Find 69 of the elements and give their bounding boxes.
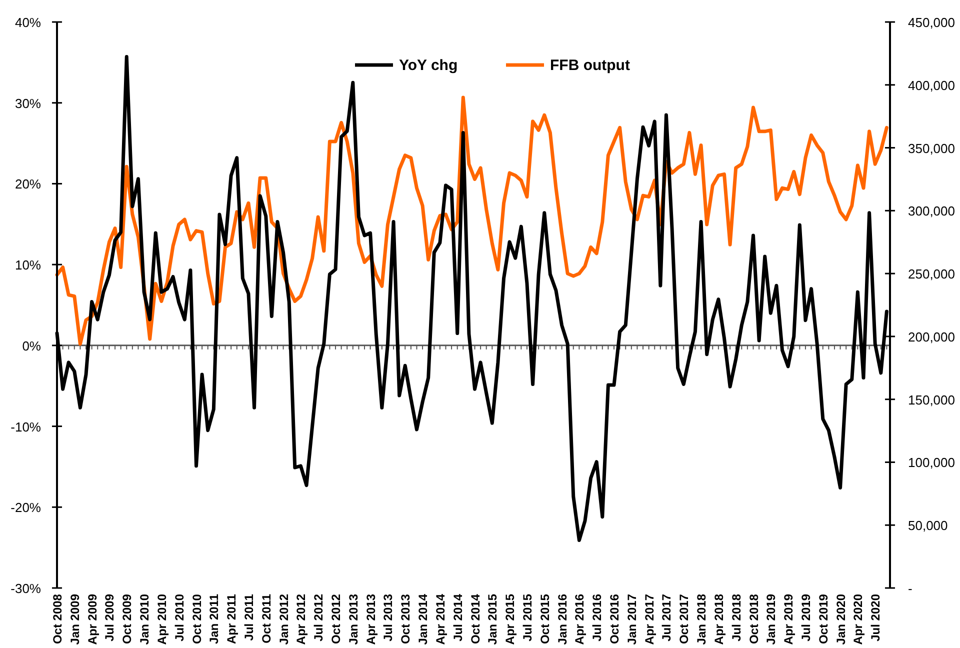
- x-tick-label: Apr 2015: [503, 594, 518, 645]
- x-tick-label: Jul 2018: [729, 594, 744, 642]
- x-tick-label: Oct 2014: [468, 594, 482, 644]
- y-tick-label: 20%: [14, 176, 42, 192]
- x-tick-label: Oct 2009: [120, 594, 134, 644]
- x-tick-label: Apr 2018: [712, 594, 726, 645]
- x-tick-label: Jul 2014: [450, 594, 465, 642]
- x-tick-label: Jan 2014: [416, 594, 430, 645]
- x-tick-label: Jan 2020: [834, 594, 848, 645]
- x-tick-label: Jan 2011: [207, 594, 222, 644]
- x-tick-label: Apr 2016: [572, 594, 587, 645]
- x-tick-label: Jan 2019: [764, 594, 778, 645]
- y-tick-label: -10%: [10, 419, 42, 434]
- x-tick-label: Jan 2012: [276, 594, 291, 645]
- y2-tick-label: 450,000: [908, 15, 955, 30]
- x-tick-label: Oct 2012: [329, 594, 343, 644]
- y2-tick-label: 300,000: [908, 204, 955, 219]
- line-series: [55, 96, 888, 346]
- x-tick-label: Oct 2010: [190, 594, 204, 644]
- x-tick-label: Apr 2010: [154, 594, 169, 645]
- x-tick-label: Apr 2017: [642, 594, 656, 645]
- y2-tick-label: 100,000: [908, 455, 955, 470]
- y-tick-label: 0%: [22, 338, 42, 354]
- x-tick-label: Jul 2010: [172, 594, 186, 642]
- x-tick-label: Jul 2013: [381, 594, 396, 642]
- x-tick-label: Oct 2016: [608, 594, 622, 644]
- legend-label: YoY chg: [399, 57, 458, 74]
- x-tick-label: Jul 2016: [590, 594, 604, 642]
- y2-tick-label: 50,000: [908, 518, 948, 534]
- y-tick-label: 30%: [14, 96, 42, 111]
- y2-tick-label: 350,000: [908, 140, 955, 156]
- legend-label: FFB output: [550, 57, 630, 74]
- y-tick-label: -20%: [10, 500, 42, 516]
- x-tick-label: Oct 2017: [677, 594, 692, 644]
- x-tick-label: Jul 2011: [242, 594, 256, 641]
- y-tick-label: -30%: [10, 581, 42, 596]
- y2-tick-label: 200,000: [908, 329, 955, 344]
- y-tick-label: 40%: [14, 15, 42, 30]
- x-tick-label: Jul 2017: [660, 594, 674, 642]
- x-tick-label: Apr 2012: [294, 594, 308, 645]
- y-tick-label: 10%: [14, 258, 42, 273]
- x-tick-label: Jul 2015: [520, 594, 534, 642]
- x-tick-label: Apr 2019: [782, 594, 796, 645]
- x-tick-label: Oct 2018: [746, 594, 761, 644]
- x-tick-label: Jul 2009: [102, 594, 117, 642]
- x-tick-label: Oct 2008: [50, 594, 64, 644]
- x-tick-label: Apr 2014: [433, 594, 448, 645]
- x-tick-label: Apr 2020: [851, 594, 866, 645]
- x-tick-label: Jan 2016: [555, 594, 570, 645]
- x-tick-label: Jul 2020: [868, 594, 883, 642]
- x-tick-label: Apr 2011: [224, 594, 239, 644]
- x-tick-label: Jan 2010: [138, 594, 152, 645]
- x-tick-label: Oct 2011: [259, 594, 274, 644]
- y2-tick-label: 150,000: [908, 392, 955, 408]
- x-tick-label: Oct 2013: [398, 594, 413, 644]
- y2-tick-label: 400,000: [908, 78, 955, 93]
- y2-tick-label: 250,000: [908, 266, 955, 282]
- x-tick-label: Oct 2015: [538, 594, 552, 644]
- x-tick-label: Jan 2018: [694, 594, 709, 645]
- x-tick-label: Jan 2015: [486, 594, 500, 645]
- x-tick-label: Jan 2009: [68, 594, 82, 645]
- y2-tick-label: -: [908, 581, 912, 596]
- x-tick-label: Oct 2019: [816, 594, 830, 644]
- x-tick-label: Apr 2013: [364, 594, 378, 645]
- x-tick-label: Jan 2013: [346, 594, 360, 645]
- x-tick-label: Jan 2017: [624, 594, 639, 645]
- x-tick-label: Jul 2019: [798, 594, 813, 642]
- x-tick-label: Jul 2012: [312, 594, 326, 642]
- x-tick-label: Apr 2009: [85, 594, 100, 645]
